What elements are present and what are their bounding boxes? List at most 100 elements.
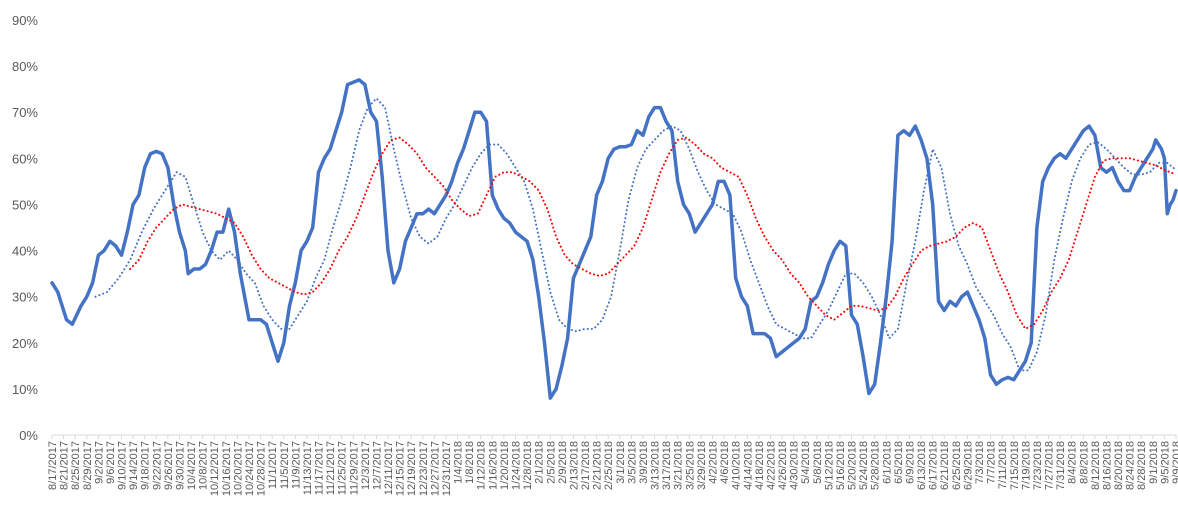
x-tick-label: 8/8/2018 xyxy=(1078,441,1090,484)
y-tick-label: 80% xyxy=(12,59,38,74)
series-line-1 xyxy=(50,78,1178,400)
x-tick-label: 8/17/2017 xyxy=(47,441,59,490)
x-tick-label: 6/21/2018 xyxy=(939,441,951,490)
x-tick-label: 9/18/2017 xyxy=(140,441,152,490)
x-tick-label: 9/1/2018 xyxy=(1148,441,1160,484)
x-tick-label: 4/18/2018 xyxy=(754,441,766,490)
x-tick-label: 10/24/2017 xyxy=(244,441,256,496)
x-tick-label: 5/8/2018 xyxy=(812,441,824,484)
y-tick-label: 10% xyxy=(12,382,38,397)
x-tick-label: 6/29/2018 xyxy=(962,441,974,490)
y-tick-label: 30% xyxy=(12,290,38,305)
x-tick-label: 3/29/2018 xyxy=(696,441,708,490)
x-tick-label: 11/1/2017 xyxy=(267,441,279,489)
x-tick-label: 12/15/2017 xyxy=(395,441,407,496)
x-tick-label: 8/16/2018 xyxy=(1101,441,1113,490)
x-tick-label: 6/9/2018 xyxy=(904,441,916,484)
x-tick-label: 2/9/2018 xyxy=(557,441,569,484)
x-tick-label: 8/12/2018 xyxy=(1090,441,1102,490)
x-tick-label: 5/24/2018 xyxy=(858,441,870,490)
x-tick-label: 9/6/2017 xyxy=(105,441,117,484)
x-tick-label: 5/4/2018 xyxy=(800,441,812,484)
x-tick-label: 6/13/2018 xyxy=(916,441,928,490)
x-tick-label: 11/25/2017 xyxy=(337,441,349,495)
x-tick-label: 8/4/2018 xyxy=(1067,441,1079,484)
x-tick-label: 8/28/2018 xyxy=(1136,441,1148,490)
x-tick-label: 8/21/2017 xyxy=(59,441,71,490)
x-tick-label: 11/21/2017 xyxy=(325,441,337,495)
x-tick-label: 3/17/2018 xyxy=(661,441,673,490)
x-tick-label: 4/30/2018 xyxy=(789,441,801,490)
series-layer xyxy=(50,78,1178,400)
x-tick-label: 9/26/2017 xyxy=(163,441,175,490)
x-tick-label: 9/14/2017 xyxy=(128,441,140,490)
x-tick-label: 2/13/2018 xyxy=(568,441,580,490)
x-tick-label: 3/1/2018 xyxy=(615,441,627,484)
x-tick-label: 12/23/2017 xyxy=(418,441,430,496)
x-tick-label: 3/5/2018 xyxy=(626,441,638,484)
series-line-3 xyxy=(129,136,1177,330)
x-tick-label: 12/11/2017 xyxy=(383,441,395,495)
x-tick-label: 1/20/2018 xyxy=(499,441,511,490)
x-tick-label: 5/16/2018 xyxy=(835,441,847,490)
x-tick-label: 11/13/2017 xyxy=(302,441,314,495)
x-tick-label: 1/28/2018 xyxy=(522,441,534,490)
x-tick-label: 10/8/2017 xyxy=(198,441,210,490)
x-tick-label: 10/12/2017 xyxy=(209,441,221,496)
y-axis: 0% 10% 20% 30% 40% 50% 60% 70% 80% 90% xyxy=(12,13,38,443)
x-tick-label: 6/5/2018 xyxy=(893,441,905,484)
x-tick-label: 6/1/2018 xyxy=(881,441,893,484)
x-tick-label: 3/9/2018 xyxy=(638,441,650,484)
x-tick-label: 5/28/2018 xyxy=(870,441,882,490)
x-tick-label: 12/27/2017 xyxy=(429,441,441,496)
x-tick-label: 4/26/2018 xyxy=(777,441,789,490)
y-tick-label: 40% xyxy=(12,244,38,259)
x-tick-label: 3/25/2018 xyxy=(684,441,696,490)
x-tick-label: 9/2/2017 xyxy=(93,441,105,484)
x-tick-label: 2/5/2018 xyxy=(545,441,557,484)
y-tick-label: 60% xyxy=(12,151,38,166)
x-tick-label: 11/29/2017 xyxy=(348,441,360,495)
x-tick-label: 7/7/2018 xyxy=(986,441,998,484)
x-tick-label: 2/1/2018 xyxy=(534,441,546,484)
x-tick-label: 10/28/2017 xyxy=(256,441,268,496)
x-tick-label: 11/9/2017 xyxy=(290,441,302,489)
x-tick-label: 5/12/2018 xyxy=(823,441,835,490)
x-tick-label: 8/25/2017 xyxy=(70,441,82,490)
x-axis: 8/17/2017 8/21/2017 8/25/2017 8/29/2017 9/2/… xyxy=(47,434,1178,496)
x-tick-label: 7/15/2018 xyxy=(1009,441,1021,490)
x-tick-label: 5/20/2018 xyxy=(847,441,859,490)
x-tick-label: 4/2/2018 xyxy=(707,441,719,484)
x-tick-label: 1/12/2018 xyxy=(476,441,488,490)
x-tick-label: 2/17/2018 xyxy=(580,441,592,490)
x-tick-label: 7/27/2018 xyxy=(1044,441,1056,490)
x-tick-label: 7/3/2018 xyxy=(974,441,986,484)
x-tick-label: 7/23/2018 xyxy=(1032,441,1044,490)
x-tick-label: 3/21/2018 xyxy=(673,441,685,490)
x-tick-label: 12/19/2017 xyxy=(406,441,418,496)
x-tick-label: 4/10/2018 xyxy=(731,441,743,490)
x-tick-label: 6/25/2018 xyxy=(951,441,963,490)
y-tick-label: 70% xyxy=(12,105,38,120)
x-tick-label: 1/4/2018 xyxy=(453,441,465,484)
y-tick-label: 90% xyxy=(12,13,38,28)
y-tick-label: 20% xyxy=(12,336,38,351)
x-tick-label: 8/24/2018 xyxy=(1125,441,1137,490)
x-tick-label: 1/16/2018 xyxy=(487,441,499,490)
x-tick-label: 4/6/2018 xyxy=(719,441,731,484)
x-tick-label: 10/20/2017 xyxy=(232,441,244,496)
y-tick-label: 0% xyxy=(19,428,38,443)
series-line-2 xyxy=(94,97,1177,372)
x-tick-label: 6/17/2018 xyxy=(928,441,940,490)
x-tick-label: 9/22/2017 xyxy=(151,441,163,490)
x-tick-label: 8/20/2018 xyxy=(1113,441,1125,490)
x-tick-label: 7/11/2018 xyxy=(997,441,1009,489)
x-tick-label: 7/31/2018 xyxy=(1055,441,1067,490)
x-tick-label: 9/5/2018 xyxy=(1159,441,1171,484)
x-tick-label: 4/14/2018 xyxy=(742,441,754,490)
x-tick-label: 10/4/2017 xyxy=(186,441,198,490)
x-tick-label: 8/29/2017 xyxy=(82,441,94,490)
x-tick-label: 10/16/2017 xyxy=(221,441,233,496)
x-tick-label: 12/7/2017 xyxy=(371,441,383,490)
